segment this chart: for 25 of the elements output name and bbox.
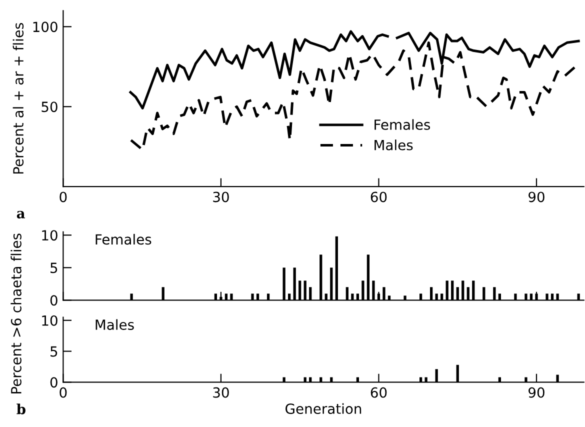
x-tick-label: 30 [213, 192, 229, 202]
y-tick-label: 0 [50, 295, 58, 306]
chart-title: Females [96, 234, 152, 245]
y-tick-label: 0 [50, 377, 58, 388]
y-tick-label: 10 [42, 230, 58, 241]
y-axis-title: Percent al + ar + flies [12, 23, 24, 174]
y-tick-label: 10 [42, 315, 58, 326]
x-tick-label: 60 [370, 387, 387, 398]
x-tick-label: 30 [213, 387, 229, 398]
legend-label: Males [374, 140, 413, 150]
y-tick-label: 100 [33, 22, 58, 32]
legend-label: Females [374, 119, 430, 130]
x-tick-label: 0 [60, 387, 67, 398]
text: a [16, 210, 25, 218]
x-tick-label: 90 [528, 387, 544, 398]
x-tick-label: 90 [528, 192, 544, 202]
y-tick-label: 5 [50, 346, 58, 357]
x-tick-label: 0 [60, 192, 67, 202]
x-tick-label: 60 [370, 192, 387, 202]
chart-title: Males [96, 319, 134, 330]
y-tick-label: 5 [50, 262, 58, 274]
x-axis-title: Generation [286, 403, 362, 414]
y-tick-label: 50 [42, 102, 58, 112]
y-axis-title: Percent >6 chaeta flies [10, 234, 22, 394]
text: b [16, 404, 26, 414]
